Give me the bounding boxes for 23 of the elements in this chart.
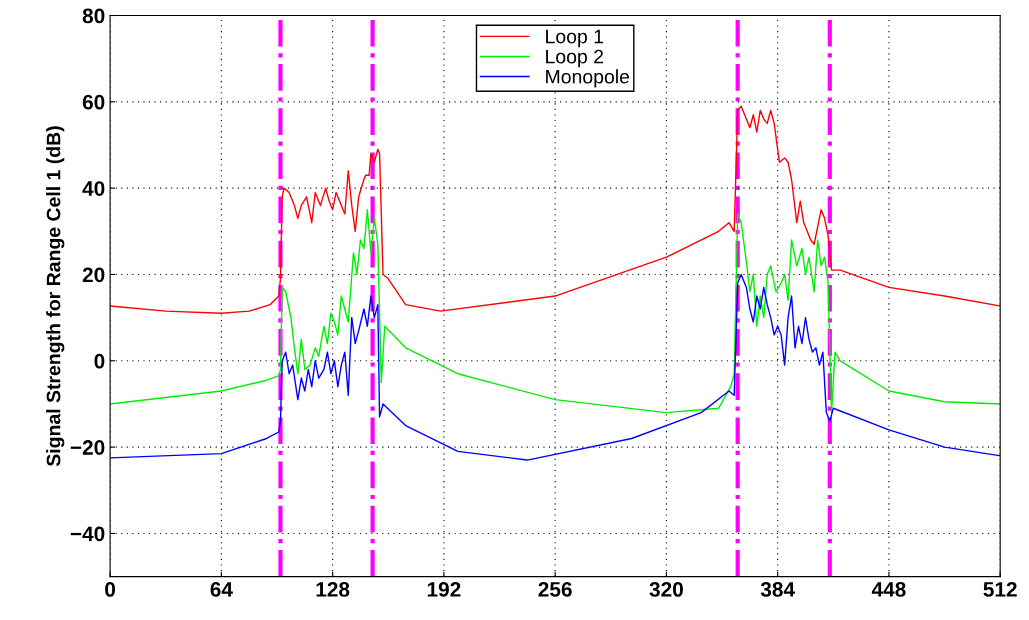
legend-label: Loop 2: [546, 49, 604, 68]
x-tick-label: 448: [871, 582, 906, 597]
y-tick-label: −20: [70, 440, 105, 455]
line-series: [110, 209, 1001, 414]
y-tick-label: 0: [94, 353, 105, 369]
y-tick-label: 40: [82, 181, 105, 196]
y-tick-label: 20: [82, 267, 105, 283]
x-tick-label: 128: [316, 582, 350, 597]
legend-label: Loop 1: [546, 29, 604, 48]
x-tick-label: 0: [105, 582, 116, 597]
y-axis-title: Signal Strength for Range Cell 1 (dB): [46, 126, 65, 467]
line-series: [110, 273, 1001, 461]
x-tick-label: 512: [983, 582, 1017, 597]
x-tick-label: 192: [427, 582, 461, 597]
legend-label: Monopole: [546, 69, 630, 88]
line-series: [110, 105, 1001, 315]
y-tick-label: 80: [82, 8, 105, 24]
x-tick-label: 64: [210, 582, 233, 597]
y-tick-label: 60: [82, 94, 105, 110]
x-tick-label: 384: [760, 582, 795, 597]
x-tick-label: 256: [538, 582, 572, 597]
x-tick-label: 320: [649, 582, 683, 597]
y-tick-label: −40: [70, 526, 105, 542]
